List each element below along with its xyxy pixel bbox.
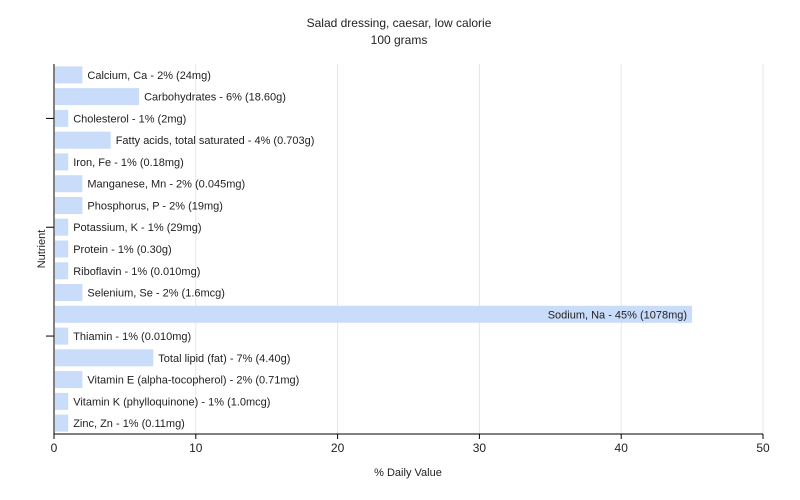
- bar-11: [55, 305, 693, 323]
- bar-3: [55, 131, 111, 149]
- bar-15: [55, 392, 69, 410]
- gridlines: [195, 64, 764, 434]
- x-tick-label-2: 20: [331, 441, 345, 455]
- bar-12: [55, 327, 69, 345]
- bar-16: [55, 414, 69, 432]
- bar-2: [55, 109, 69, 127]
- bar-1: [55, 88, 140, 106]
- x-tick-label-5: 50: [756, 441, 770, 455]
- bar-7: [55, 218, 69, 236]
- y-axis-title: Nutrient: [36, 230, 48, 269]
- bar-0: [55, 66, 83, 84]
- bar-label-14: Vitamin E (alpha-tocopherol) - 2% (0.71m…: [87, 375, 299, 387]
- bar-label-15: Vitamin K (phylloquinone) - 1% (1.0mcg): [73, 396, 270, 408]
- axes: [46, 64, 764, 439]
- bar-label-3: Fatty acids, total saturated - 4% (0.703…: [116, 135, 315, 147]
- bar-label-12: Thiamin - 1% (0.010mg): [73, 331, 191, 343]
- bar-label-11: Sodium, Na - 45% (1078mg): [548, 309, 687, 321]
- bars: [55, 66, 693, 432]
- bar-8: [55, 240, 69, 258]
- bar-13: [55, 349, 154, 367]
- x-tick-label-4: 40: [615, 441, 629, 455]
- x-tick-label-3: 30: [473, 441, 487, 455]
- bar-4: [55, 153, 69, 171]
- bar-label-6: Phosphorus, P - 2% (19mg): [87, 201, 223, 213]
- bar-6: [55, 197, 83, 214]
- bar-label-4: Iron, Fe - 1% (0.18mg): [73, 157, 184, 169]
- bar-label-7: Potassium, K - 1% (29mg): [73, 222, 201, 234]
- chart-subtitle: 100 grams: [371, 33, 428, 47]
- bar-label-1: Carbohydrates - 6% (18.60g): [144, 92, 286, 104]
- bar-label-2: Cholesterol - 1% (2mg): [73, 113, 186, 125]
- bar-label-0: Calcium, Ca - 2% (24mg): [87, 70, 210, 82]
- bar-label-16: Zinc, Zn - 1% (0.11mg): [73, 418, 185, 430]
- bar-label-10: Selenium, Se - 2% (1.6mcg): [87, 288, 225, 300]
- bar-label-5: Manganese, Mn - 2% (0.045mg): [87, 179, 245, 191]
- chart-title: Salad dressing, caesar, low calorie: [307, 16, 492, 30]
- x-tick-label-0: 0: [51, 441, 58, 455]
- bar-14: [55, 371, 83, 389]
- bar-label-9: Riboflavin - 1% (0.010mg): [73, 266, 200, 278]
- bar-label-13: Total lipid (fat) - 7% (4.40g): [158, 353, 290, 365]
- x-tick-label-1: 10: [189, 441, 203, 455]
- bar-5: [55, 175, 83, 193]
- bar-10: [55, 284, 83, 301]
- bar-label-8: Protein - 1% (0.30g): [73, 244, 171, 256]
- bar-labels: Calcium, Ca - 2% (24mg) Carbohydrates - 6…: [73, 70, 687, 430]
- x-axis-title: % Daily Value: [374, 467, 442, 479]
- x-tick-labels: 0 10 20 30 40 50: [51, 441, 770, 455]
- bar-9: [55, 262, 69, 280]
